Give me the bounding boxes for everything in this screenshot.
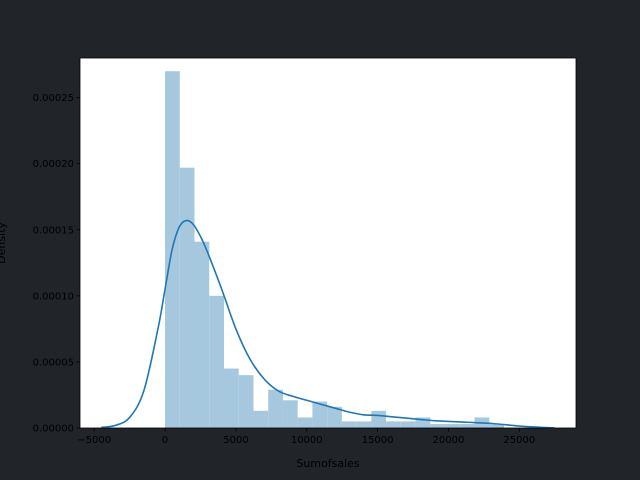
histogram-bar [400,421,416,428]
y-axis-label: Density [0,222,8,264]
histogram-bar [209,295,224,428]
histogram-bar [253,410,269,428]
histogram-bar [415,417,431,428]
histogram-bar [297,417,313,428]
histogram-bar [430,424,446,428]
x-tick-label: 20000 [433,435,465,446]
x-axis-ticks: −5000 0 5000 10000 15000 20000 25000 [77,428,535,446]
y-tick-label: 0.00010 [33,291,74,302]
x-tick-label: 5000 [223,435,248,446]
histogram-bar [489,424,505,428]
histogram-bar [459,424,475,428]
axes-frame [79,57,577,429]
x-tick-label: 0 [162,435,168,446]
histogram-bar [238,375,254,428]
y-tick-label: 0.00020 [33,159,74,170]
y-tick-label: 0.00015 [33,225,74,236]
x-tick-label: −5000 [77,435,111,446]
histogram-bar [371,410,387,428]
y-tick-label: 0.00005 [33,357,74,368]
histogram-bar [223,368,239,428]
y-axis-ticks: 0.00000 0.00005 0.00010 0.00015 0.00020 0.000… [33,93,80,435]
y-tick-label: 0.00000 [33,424,74,435]
x-tick-label: 10000 [291,435,323,446]
histogram-bar [356,421,372,428]
x-tick-label: 25000 [503,435,535,446]
histogram-bar [282,400,298,428]
y-tick-label: 0.00025 [33,93,74,104]
histogram-bar [341,421,357,428]
histogram-bar [194,241,210,428]
histogram-bar [445,424,460,428]
histogram-bar [386,421,401,428]
histogram-bar [327,406,342,428]
x-axis-label: Sumofsales [296,457,360,470]
histogram-bar [179,167,195,428]
kde-line [101,219,555,429]
histogram-bar [312,401,328,428]
plot-area [80,58,576,428]
x-tick-label: 15000 [362,435,394,446]
histogram-bar [268,389,283,428]
